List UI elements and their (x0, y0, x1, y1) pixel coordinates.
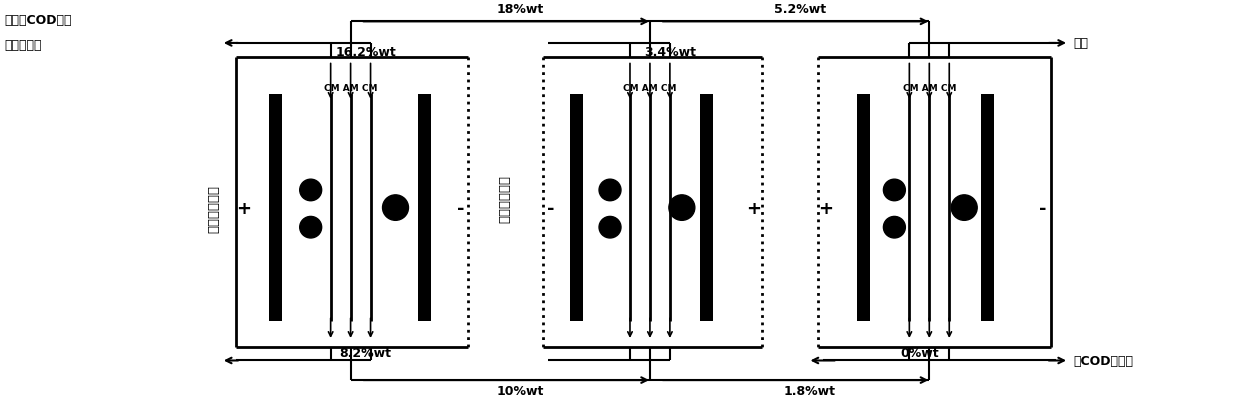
Text: -: - (456, 199, 464, 217)
Bar (418, 95, 432, 322)
Text: 淡水: 淡水 (1073, 37, 1087, 50)
Bar (858, 95, 870, 322)
Text: 18%wt: 18%wt (496, 4, 544, 17)
Bar (699, 95, 713, 322)
Circle shape (599, 180, 621, 201)
Text: 淡化液自循环: 淡化液自循环 (207, 184, 221, 232)
Text: 8.2%wt: 8.2%wt (340, 346, 392, 359)
Text: -: - (547, 199, 556, 217)
Text: 高盐高COD废水: 高盐高COD废水 (5, 14, 72, 27)
Circle shape (883, 217, 905, 239)
Bar (981, 95, 994, 322)
Text: 1.8%wt: 1.8%wt (784, 384, 836, 397)
Text: 3.4%wt: 3.4%wt (644, 46, 696, 59)
Text: +: + (237, 199, 252, 217)
Text: CM AM CM: CM AM CM (903, 84, 956, 93)
Text: +: + (818, 199, 833, 217)
Text: 0%wt: 0%wt (900, 346, 939, 359)
Circle shape (883, 180, 905, 201)
Text: 5.2%wt: 5.2%wt (774, 4, 826, 17)
Circle shape (668, 195, 694, 221)
Circle shape (951, 195, 977, 221)
Bar (570, 95, 583, 322)
Circle shape (599, 217, 621, 239)
Text: 10%wt: 10%wt (496, 384, 544, 397)
Text: -: - (1039, 199, 1047, 217)
Text: +: + (746, 199, 761, 217)
Text: 浓缩液自循环: 浓缩液自循环 (498, 175, 512, 222)
Bar (269, 95, 281, 322)
Text: CM AM CM: CM AM CM (324, 84, 377, 93)
Text: 16.2%wt: 16.2%wt (335, 46, 396, 59)
Text: 高COD淡化液: 高COD淡化液 (1073, 354, 1133, 367)
Text: CM AM CM: CM AM CM (624, 84, 677, 93)
Circle shape (382, 195, 408, 221)
Circle shape (300, 180, 321, 201)
Circle shape (300, 217, 321, 239)
Text: 高盐浓缩液: 高盐浓缩液 (5, 39, 42, 52)
